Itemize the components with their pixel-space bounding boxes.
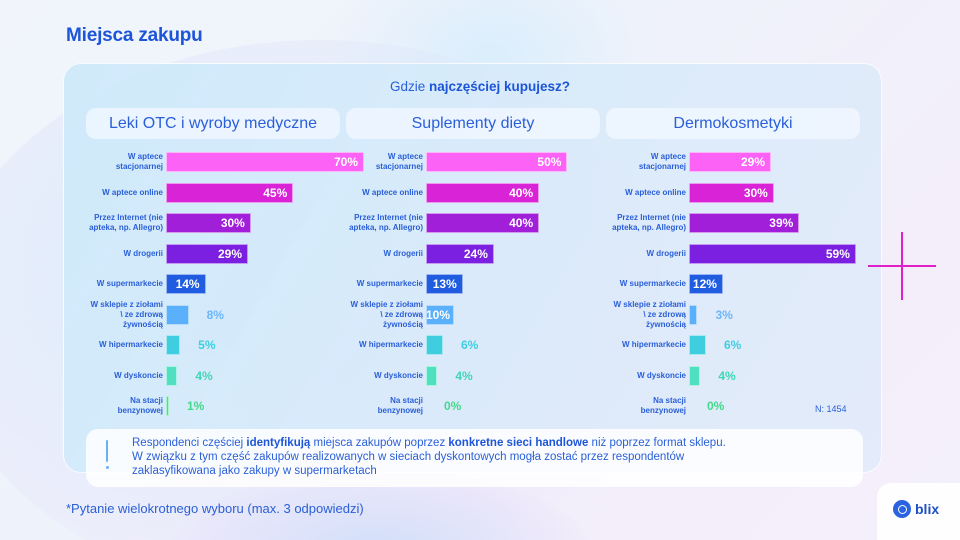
data-label: 3%	[715, 307, 733, 322]
bar	[166, 304, 189, 325]
bar	[166, 396, 169, 416]
bar	[426, 182, 540, 203]
note-text: Respondenci częściej identyfikują miejsc…	[132, 436, 852, 478]
bar	[689, 335, 706, 355]
category-label: Na stacji benzynowej	[377, 396, 423, 415]
data-label: 70%	[333, 155, 358, 169]
bar	[426, 365, 438, 386]
bar	[689, 365, 701, 386]
category-label: Przez Internet (nie apteka, np. Allegro)	[612, 213, 686, 232]
logo-card	[877, 483, 960, 540]
category-label: Na stacji benzynowej	[117, 396, 163, 415]
category-label: W drogerii	[646, 248, 686, 258]
category-label: W hipermarkecie	[621, 340, 686, 349]
bar	[166, 152, 364, 172]
category-label: W dyskoncie	[374, 370, 423, 380]
category-label: W aptece stacjonarnej	[115, 152, 163, 171]
category-label: W aptece online	[102, 187, 163, 197]
page-title: Miejsca zakupu	[66, 25, 203, 46]
data-label: 39%	[769, 216, 794, 230]
bar	[426, 243, 494, 264]
data-label: 24%	[463, 246, 488, 261]
column-header-suplementy: Suplementy diety	[346, 108, 600, 139]
bar	[689, 243, 856, 264]
column-header-leki: Leki OTC i wyroby medyczne	[86, 108, 340, 139]
bar	[689, 304, 698, 325]
data-label: 0%	[707, 399, 725, 413]
bar	[166, 335, 181, 355]
category-label: W sklepie z ziołami \ ze zdrową żywnością	[613, 299, 686, 329]
data-label: 13%	[432, 277, 457, 291]
category-label: W hipermarkecie	[358, 340, 423, 349]
data-label: 12%	[692, 277, 717, 291]
question-prefix: Gdzie	[389, 79, 429, 94]
data-label: 30%	[220, 216, 245, 230]
data-label: 4%	[718, 368, 736, 383]
category-label: W aptece stacjonarnej	[375, 152, 423, 171]
note-line-3: zaklasyfikowana jako zakupy w supermarke…	[132, 465, 377, 477]
data-label: 14%	[175, 277, 200, 291]
note-box	[86, 429, 863, 487]
note-line-2: W związku z tym część zakupów realizowan…	[132, 451, 685, 463]
data-label: 30%	[743, 185, 768, 200]
bar	[426, 213, 540, 233]
data-label: 40%	[509, 216, 534, 230]
blix-logo-icon	[893, 500, 911, 518]
category-label: W hipermarkecie	[98, 340, 163, 349]
category-label: W drogerii	[123, 248, 163, 258]
category-label: Na stacji benzynowej	[640, 396, 686, 415]
category-label: W sklepie z ziołami \ ze zdrową żywnością	[90, 299, 163, 329]
category-label: W supermarkecie	[96, 279, 163, 288]
data-label: 40%	[509, 185, 534, 200]
data-label: 50%	[537, 155, 562, 169]
data-label: 6%	[723, 338, 742, 352]
data-label: 1%	[187, 399, 205, 413]
bar	[166, 243, 249, 264]
data-label: 8%	[206, 307, 224, 322]
decorative-cross-icon	[901, 232, 903, 300]
category-label: W sklepie z ziołami \ ze zdrową żywnością	[350, 299, 423, 329]
chart-title: Gdzie najczęściej kupujesz?	[0, 79, 960, 94]
category-label: W supermarkecie	[356, 279, 423, 288]
data-label: 10%	[426, 307, 451, 322]
category-label: W aptece stacjonarnej	[638, 152, 686, 171]
column-header-dermokosmetyki: Dermokosmetyki	[606, 108, 860, 139]
category-label: W aptece online	[362, 187, 423, 197]
bar	[689, 274, 723, 294]
question-bold: najczęściej kupujesz?	[428, 79, 571, 94]
data-label: 6%	[460, 338, 479, 352]
category-label: W dyskoncie	[114, 370, 163, 380]
bar	[426, 304, 455, 325]
category-label: Przez Internet (nie apteka, np. Allegro)	[349, 213, 423, 232]
bar	[426, 152, 568, 172]
bar	[166, 365, 178, 386]
data-label: 5%	[198, 338, 216, 352]
blix-logo-text: blix	[915, 501, 940, 517]
category-label: Przez Internet (nie apteka, np. Allegro)	[89, 213, 163, 232]
bar	[689, 182, 774, 203]
bar	[166, 182, 294, 203]
note-line-1: Respondenci częściej identyfikują miejsc…	[132, 437, 726, 449]
bar	[166, 213, 251, 233]
data-label: 29%	[217, 246, 243, 261]
blix-logo: blix	[893, 500, 939, 518]
category-label: W dyskoncie	[637, 370, 686, 380]
data-label: 29%	[740, 155, 766, 169]
category-label: W aptece online	[625, 187, 686, 197]
category-label: W supermarkecie	[619, 279, 686, 288]
exclamation-icon	[105, 440, 109, 470]
data-label: 59%	[825, 246, 850, 261]
footnote: *Pytanie wielokrotnego wyboru (max. 3 od…	[66, 501, 364, 516]
bar	[166, 274, 206, 294]
bar	[689, 213, 800, 233]
category-label: W drogerii	[383, 248, 423, 258]
bar	[426, 274, 463, 294]
data-label: 45%	[263, 185, 288, 200]
bar	[689, 152, 772, 172]
data-label: 4%	[455, 368, 473, 383]
sample-size: N: 1454	[815, 404, 847, 414]
data-label: 0%	[444, 399, 462, 413]
data-label: 4%	[195, 368, 213, 383]
bar	[426, 335, 443, 355]
